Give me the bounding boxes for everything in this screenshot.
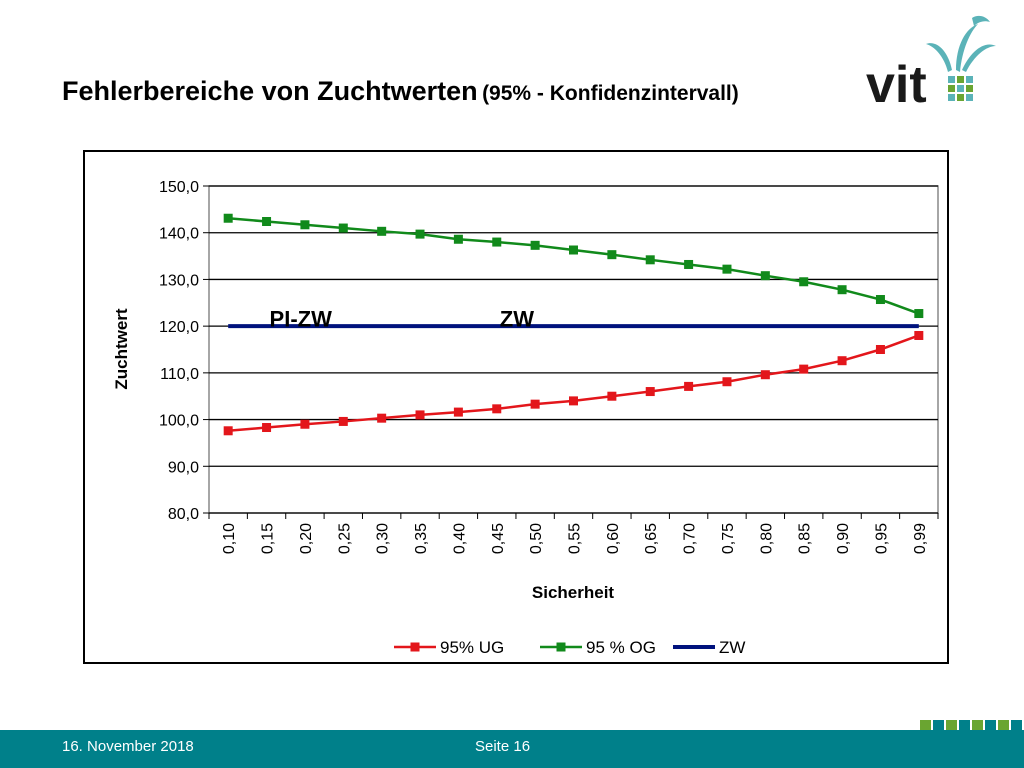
data-point bbox=[645, 387, 655, 397]
y-tick-label: 150,0 bbox=[159, 179, 199, 196]
x-tick-label: 0,85 bbox=[797, 523, 814, 554]
data-point bbox=[875, 295, 885, 305]
data-point bbox=[338, 223, 348, 233]
x-tick-label: 0,30 bbox=[375, 523, 392, 554]
data-point bbox=[262, 217, 272, 227]
data-point bbox=[453, 234, 463, 244]
data-point bbox=[223, 213, 233, 223]
data-point bbox=[492, 237, 502, 247]
legend-label: 95% UG bbox=[440, 638, 504, 657]
x-tick-label: 0,90 bbox=[835, 523, 852, 554]
data-point bbox=[415, 410, 425, 420]
data-point bbox=[684, 259, 694, 269]
footer-date: 16. November 2018 bbox=[62, 738, 194, 755]
data-point bbox=[300, 220, 310, 230]
data-point bbox=[914, 330, 924, 340]
data-point bbox=[223, 426, 233, 436]
x-tick-label: 0,20 bbox=[298, 523, 315, 554]
data-point bbox=[837, 285, 847, 295]
y-tick-label: 130,0 bbox=[159, 272, 199, 289]
slide-title-subtitle: (95% - Konfidenzintervall) bbox=[482, 82, 739, 105]
data-point bbox=[607, 391, 617, 401]
y-tick-label: 110,0 bbox=[160, 366, 199, 383]
x-tick-label: 0,70 bbox=[682, 523, 699, 554]
logo-checker-icon bbox=[948, 76, 973, 101]
chart-frame: 80,0 90,0 100,0 110,0 120,0 130,0 140,0 150,0 0,… bbox=[83, 150, 949, 664]
x-tick-label: 0,55 bbox=[567, 523, 584, 554]
data-point bbox=[799, 277, 809, 287]
data-point bbox=[262, 423, 272, 433]
data-point bbox=[530, 240, 540, 250]
data-point bbox=[760, 271, 770, 281]
x-axis-title: Sicherheit bbox=[532, 583, 615, 602]
chart-annotation: ZW bbox=[500, 306, 534, 331]
x-tick-label: 0,40 bbox=[451, 523, 468, 554]
line-chart: 80,0 90,0 100,0 110,0 120,0 130,0 140,0 150,0 0,… bbox=[112, 179, 939, 657]
data-point bbox=[875, 345, 885, 354]
data-point bbox=[837, 356, 847, 366]
footer-bar: 16. November 2018 Seite 16 bbox=[0, 730, 1024, 768]
chart-annotation: PI-ZW bbox=[270, 306, 333, 331]
x-tick-label: 0,60 bbox=[605, 523, 622, 554]
data-point bbox=[300, 419, 310, 429]
legend-label: ZW bbox=[719, 638, 745, 657]
data-point bbox=[492, 404, 502, 414]
footer-page-number: Seite 16 bbox=[475, 738, 531, 755]
legend-marker bbox=[556, 642, 566, 652]
data-point bbox=[415, 229, 425, 239]
data-point bbox=[377, 413, 387, 423]
data-point bbox=[799, 364, 809, 374]
data-point bbox=[453, 407, 463, 417]
data-point bbox=[569, 245, 578, 255]
x-tick-label: 0,10 bbox=[221, 523, 238, 554]
y-tick-label: 140,0 bbox=[159, 226, 199, 243]
plot-area bbox=[208, 185, 939, 514]
data-point bbox=[722, 264, 732, 274]
data-point bbox=[338, 416, 348, 426]
x-tick-label: 0,75 bbox=[720, 523, 737, 554]
vit-logo: vit bbox=[866, 15, 996, 110]
data-point bbox=[377, 226, 387, 236]
data-point bbox=[914, 309, 924, 319]
data-point bbox=[530, 399, 540, 409]
legend-marker bbox=[410, 642, 420, 652]
y-tick-label: 100,0 bbox=[159, 413, 199, 430]
vit-logo-text: vit bbox=[866, 56, 927, 110]
x-tick-label: 0,15 bbox=[260, 523, 277, 554]
y-tick-label: 90,0 bbox=[168, 459, 199, 476]
data-point bbox=[645, 255, 655, 265]
slide-title-main: Fehlerbereiche von Zuchtwerten bbox=[62, 76, 478, 106]
x-tick-label: 0,35 bbox=[413, 523, 430, 554]
x-tick-label: 0,50 bbox=[528, 523, 545, 554]
x-tick-label: 0,25 bbox=[336, 523, 353, 554]
data-point bbox=[684, 381, 694, 391]
data-point bbox=[569, 396, 578, 406]
data-point bbox=[607, 250, 617, 260]
x-tick-label: 0,65 bbox=[643, 523, 660, 554]
legend-label: 95 % OG bbox=[586, 638, 656, 657]
data-point bbox=[760, 370, 770, 380]
data-point bbox=[722, 377, 732, 387]
y-axis-title: Zuchtwert bbox=[112, 308, 131, 390]
y-tick-label: 120,0 bbox=[159, 319, 199, 336]
x-tick-label: 0,99 bbox=[912, 523, 929, 554]
x-tick-label: 0,80 bbox=[758, 523, 775, 554]
y-tick-label: 80,0 bbox=[168, 506, 199, 523]
fountain-icon bbox=[926, 15, 996, 72]
x-tick-label: 0,45 bbox=[490, 523, 507, 554]
slide-title: Fehlerbereiche von Zuchtwerten (95% - Ko… bbox=[62, 76, 739, 107]
x-tick-label: 0,95 bbox=[873, 523, 890, 554]
